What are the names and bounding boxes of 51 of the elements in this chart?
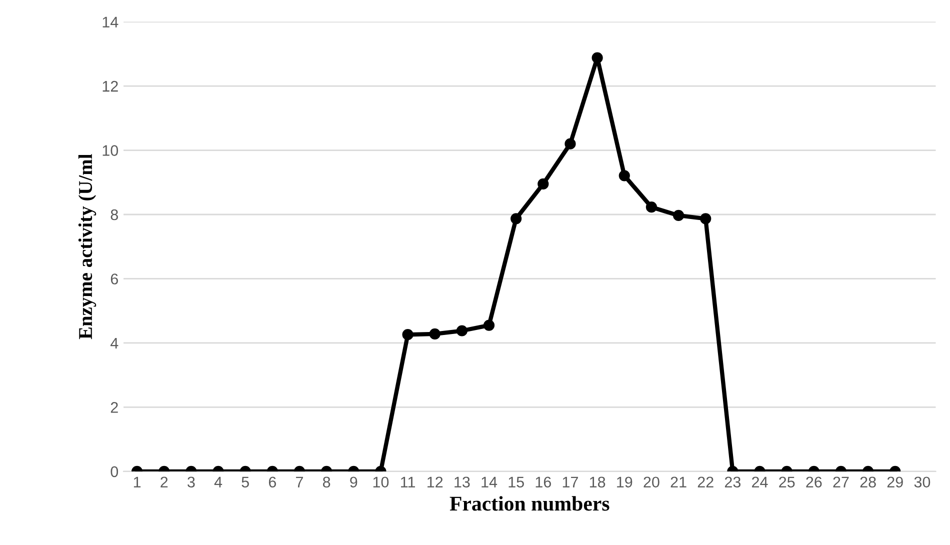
- x-tick-label: 19: [617, 476, 632, 488]
- x-tick-label: 26: [806, 476, 822, 488]
- point: [538, 178, 549, 190]
- x-tick-label: 12: [428, 476, 443, 488]
- x-tick-label: 29: [887, 476, 903, 488]
- point: [672, 210, 684, 222]
- x-axis-title: Fraction numbers: [450, 496, 610, 511]
- y-tick-label: 10: [102, 145, 118, 156]
- x-tick-label: 16: [536, 476, 551, 488]
- point: [700, 213, 712, 224]
- x-tick-label: 4: [214, 476, 222, 488]
- x-tick-label: 23: [724, 476, 741, 488]
- y-tick-label: 4: [110, 338, 118, 348]
- y-tick-label: 14: [102, 16, 118, 28]
- point: [402, 329, 414, 340]
- x-tick-label: 2: [160, 476, 168, 488]
- x-tick-label: 1: [134, 476, 141, 488]
- y-tick-label: 2: [110, 402, 118, 413]
- x-tick-label: 5: [242, 476, 249, 488]
- point: [564, 138, 576, 150]
- point: [456, 325, 468, 336]
- x-tick-label: 11: [401, 476, 415, 488]
- x-tick-label: 21: [670, 476, 686, 488]
- x-tick-label: 3: [188, 476, 195, 488]
- x-tick-label: 13: [454, 476, 470, 488]
- x-tick-label: 22: [698, 476, 714, 488]
- x-tick-label: 10: [373, 476, 389, 488]
- x-tick-label: 17: [562, 476, 578, 488]
- x-tick-label: 9: [350, 476, 358, 488]
- point: [429, 328, 440, 340]
- x-tick-label: 18: [590, 476, 606, 488]
- x-tick-label: 28: [860, 476, 876, 488]
- y-axis-title: Enzyme activity (U/ml: [78, 154, 96, 340]
- x-tick-label: 27: [833, 476, 849, 488]
- point: [618, 170, 630, 182]
- x-tick-label: 8: [322, 476, 330, 488]
- point: [510, 213, 522, 224]
- x-tick-label: 24: [752, 476, 768, 488]
- y-tick-label: 6: [110, 274, 118, 284]
- x-tick-label: 7: [296, 476, 303, 488]
- x-tick-label: 20: [644, 476, 660, 488]
- point: [646, 202, 658, 213]
- point: [483, 320, 495, 331]
- x-tick-label: 25: [779, 476, 795, 488]
- y-tick-label: 12: [102, 80, 118, 92]
- x-tick-label: 6: [268, 476, 276, 488]
- x-tick-label: 15: [508, 476, 524, 488]
- x-tick-label: 30: [914, 476, 930, 488]
- x-tick-label: 14: [482, 476, 498, 488]
- y-tick-label: 8: [110, 209, 118, 220]
- y-tick-label: 0: [110, 466, 118, 478]
